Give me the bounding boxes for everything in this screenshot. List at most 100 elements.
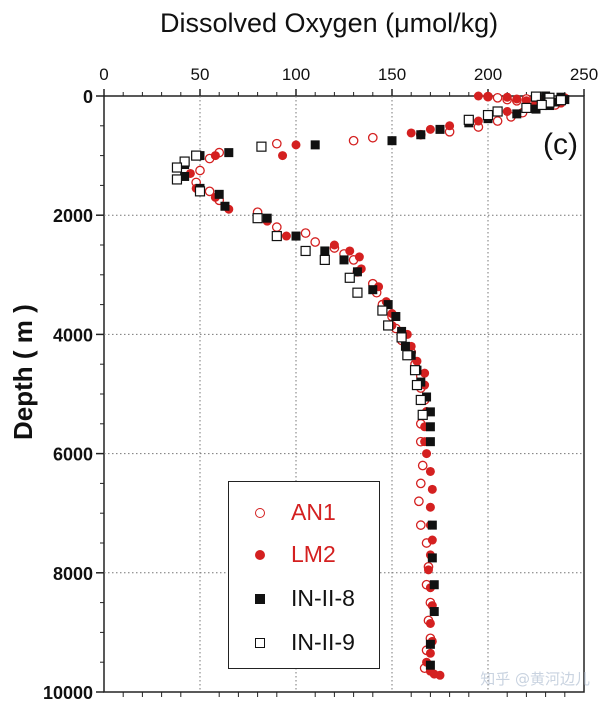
point-in-ii-8-28 bbox=[397, 326, 407, 336]
point-in-ii-8-33 bbox=[422, 392, 432, 402]
point-lm2-54 bbox=[425, 648, 435, 658]
point-in-ii-8-36 bbox=[425, 437, 435, 447]
point-an1-26 bbox=[300, 228, 311, 238]
point-in-ii-8-10 bbox=[416, 130, 426, 140]
point-lm2-25 bbox=[329, 240, 339, 250]
point-in-ii-8-39 bbox=[429, 580, 439, 590]
point-in-ii-9-7 bbox=[482, 109, 494, 121]
point-in-ii-9-18 bbox=[319, 254, 330, 265]
point-lm2-24 bbox=[281, 231, 291, 241]
point-lm2-18 bbox=[210, 151, 220, 161]
legend-marker-lm2 bbox=[255, 550, 265, 560]
point-in-ii-9-12 bbox=[171, 162, 183, 173]
point-an1-1 bbox=[492, 92, 503, 103]
point-in-ii-8-35 bbox=[425, 422, 435, 432]
point-in-ii-8-40 bbox=[429, 607, 439, 617]
point-in-ii-9-9 bbox=[256, 141, 267, 152]
point-an1-17 bbox=[271, 138, 282, 149]
point-in-ii-8-11 bbox=[387, 136, 397, 146]
point-in-ii-9-19 bbox=[344, 272, 355, 283]
point-in-ii-8-42 bbox=[425, 660, 435, 670]
point-lm2-43 bbox=[425, 466, 435, 476]
point-lm2-13 bbox=[445, 121, 455, 131]
legend-item-in-ii-8: IN-II-8 bbox=[229, 578, 379, 618]
point-in-ii-9-23 bbox=[396, 332, 407, 343]
point-lm2-26 bbox=[345, 246, 355, 256]
point-in-ii-8-12 bbox=[310, 140, 320, 150]
point-in-ii-9-28 bbox=[417, 409, 428, 420]
y-tick-label-4: 8000 bbox=[53, 564, 93, 584]
point-in-ii-9-13 bbox=[171, 174, 183, 185]
x-tick-label-3: 150 bbox=[378, 65, 406, 84]
point-in-ii-8-25 bbox=[368, 285, 378, 295]
point-in-ii-8-21 bbox=[291, 231, 301, 241]
point-in-ii-8-23 bbox=[339, 255, 349, 265]
point-an1-25 bbox=[271, 222, 282, 232]
point-in-ii-8-24 bbox=[352, 267, 362, 277]
x-tick-label-4: 200 bbox=[474, 65, 502, 84]
point-in-ii-9-22 bbox=[383, 320, 394, 331]
legend-label-lm2: LM2 bbox=[291, 541, 336, 567]
point-lm2-45 bbox=[425, 502, 435, 512]
point-in-ii-8-18 bbox=[214, 189, 224, 199]
point-in-ii-8-34 bbox=[425, 407, 435, 417]
point-in-ii-9-6 bbox=[492, 106, 503, 117]
point-in-ii-8-41 bbox=[425, 639, 435, 649]
point-lm2-17 bbox=[278, 151, 288, 161]
point-an1-20 bbox=[195, 165, 205, 176]
point-lm2-3 bbox=[512, 94, 522, 104]
y-tick-label-3: 6000 bbox=[53, 445, 93, 465]
point-lm2-16 bbox=[291, 140, 301, 150]
point-in-ii-8-38 bbox=[427, 553, 437, 563]
point-in-ii-9-11 bbox=[179, 156, 190, 167]
point-in-ii-9-21 bbox=[377, 305, 388, 316]
point-in-ii-9-8 bbox=[463, 114, 474, 125]
point-in-ii-9-25 bbox=[409, 365, 421, 376]
legend-item-in-ii-9: IN-II-9 bbox=[229, 622, 379, 662]
point-in-ii-9-15 bbox=[252, 213, 263, 224]
legend: AN1 LM2 IN-II-8 IN-II-9 bbox=[228, 481, 380, 669]
point-in-ii-8-29 bbox=[400, 341, 410, 351]
chart-title: Dissolved Oxygen (μmol/kg) bbox=[160, 8, 499, 38]
point-an1-49 bbox=[415, 520, 426, 530]
point-in-ii-8-9 bbox=[435, 124, 445, 134]
x-tick-label-5: 250 bbox=[570, 65, 598, 84]
point-lm2-36 bbox=[420, 368, 430, 378]
point-lm2-2 bbox=[502, 92, 512, 102]
x-tick-label-0: 0 bbox=[99, 65, 108, 84]
point-in-ii-9-5 bbox=[521, 102, 532, 114]
legend-marker-in-ii-9 bbox=[255, 638, 265, 648]
point-in-ii-8-19 bbox=[220, 201, 230, 211]
x-tick-label-2: 100 bbox=[282, 65, 310, 84]
point-in-ii-8-27 bbox=[391, 312, 401, 322]
point-an1-11 bbox=[492, 116, 503, 126]
y-tick-label-0: 0 bbox=[83, 87, 93, 107]
point-an1-46 bbox=[417, 460, 428, 471]
legend-item-an1: AN1 bbox=[229, 492, 379, 532]
point-lm2-14 bbox=[425, 124, 435, 134]
point-lm2-42 bbox=[422, 449, 432, 459]
point-in-ii-9-24 bbox=[402, 350, 413, 361]
point-in-ii-9-10 bbox=[191, 150, 202, 161]
point-in-ii-9-0 bbox=[530, 91, 542, 102]
point-lm2-58 bbox=[435, 670, 445, 680]
x-tick-label-1: 50 bbox=[191, 65, 210, 84]
point-in-ii-9-14 bbox=[194, 186, 206, 197]
point-an1-47 bbox=[415, 478, 426, 489]
point-in-ii-8-37 bbox=[427, 520, 437, 530]
legend-label-in-ii-8: IN-II-8 bbox=[291, 585, 355, 611]
point-in-ii-8-6 bbox=[512, 109, 522, 119]
point-in-ii-9-2 bbox=[555, 95, 567, 106]
point-an1-15 bbox=[367, 132, 378, 143]
legend-label-an1: AN1 bbox=[291, 499, 336, 525]
point-lm2-27 bbox=[354, 252, 364, 262]
point-an1-16 bbox=[348, 135, 359, 146]
point-lm2-12 bbox=[473, 116, 483, 126]
point-in-ii-8-22 bbox=[320, 246, 330, 256]
point-in-ii-9-27 bbox=[415, 394, 426, 406]
point-lm2-49 bbox=[423, 565, 433, 575]
watermark: 知乎 @黄河边儿 bbox=[480, 670, 590, 688]
legend-marker-in-ii-8 bbox=[255, 594, 265, 604]
point-lm2-15 bbox=[406, 128, 416, 138]
